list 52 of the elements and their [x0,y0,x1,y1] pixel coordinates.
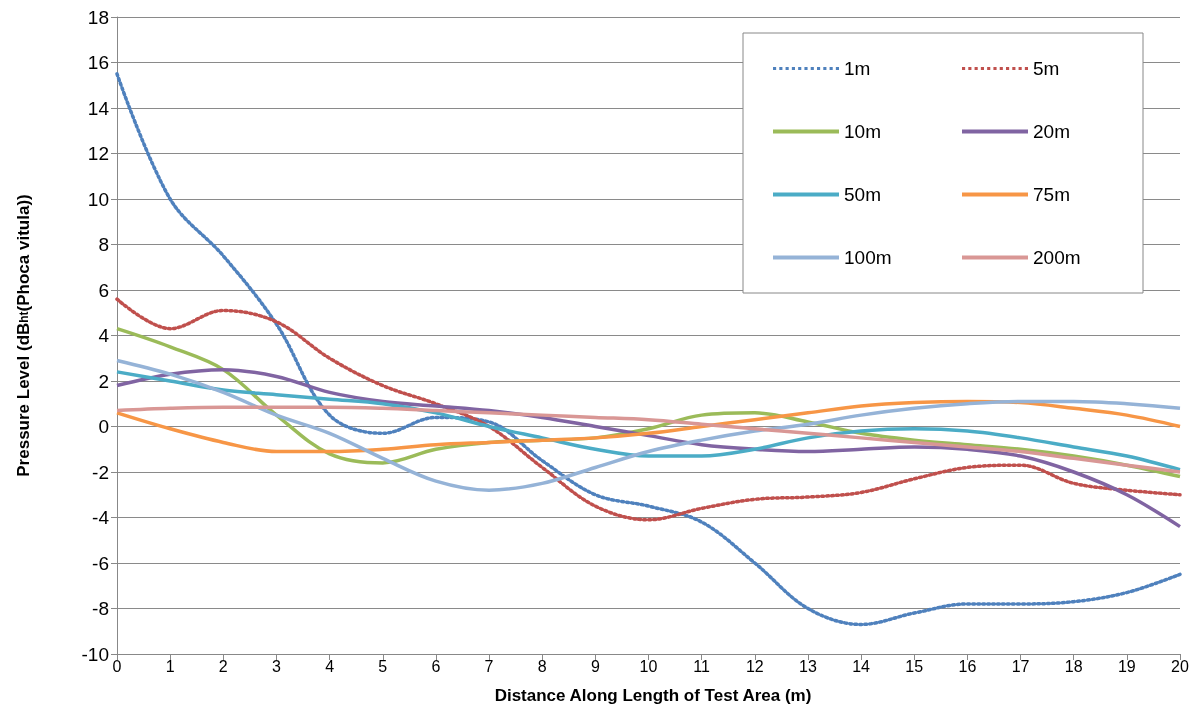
x-tick-label: 15 [905,657,924,675]
legend-label: 200m [1033,247,1081,268]
y-tick-label: -4 [92,507,110,528]
y-tick-label: 16 [87,52,109,73]
legend-label: 1m [844,58,871,79]
x-tick-label: 9 [590,657,600,675]
x-tick-label: 14 [852,657,871,675]
y-tick-label: 8 [98,234,109,255]
x-tick-label: 19 [1117,657,1136,675]
x-tick-label: 12 [745,657,764,675]
x-axis-title: Distance Along Length of Test Area (m) [494,686,812,705]
y-tick-label: 18 [87,6,109,28]
x-tick-label: 20 [1171,657,1189,675]
x-tick-label: 17 [1011,657,1030,675]
x-tick-label: 13 [799,657,817,675]
line-series [115,297,1182,522]
legend-label: 5m [1033,58,1060,79]
legend-label: 50m [844,184,881,205]
x-tick-label: 4 [325,657,335,675]
y-tick-label: 10 [87,188,109,210]
x-tick-label: 3 [272,657,281,675]
legend-label: 75m [1033,184,1070,205]
legend-label: 100m [844,247,892,268]
line-series [115,399,1182,454]
y-tick-label: 12 [87,143,109,164]
y-tick-label: 14 [87,97,110,119]
y-tick-label: 6 [98,279,109,301]
x-tick-label: 5 [378,657,388,675]
y-tick-label: 2 [98,370,109,392]
x-tick-label: 1 [165,657,175,675]
line-series [115,358,1182,492]
x-tick-label: 18 [1064,657,1083,675]
legend-label: 20m [1033,121,1070,142]
legend-label: 10m [844,121,881,142]
x-tick-label: 11 [693,657,711,675]
x-tick-label: 10 [639,657,658,675]
line-series [115,370,1182,472]
x-tick-label: 6 [431,657,441,675]
y-tick-label: -10 [81,643,109,665]
y-tick-label: 0 [98,416,109,437]
y-tick-label: -2 [92,461,109,483]
y-tick-label: -8 [92,598,109,619]
x-tick-label: 7 [484,657,494,675]
y-tick-label: -6 [92,552,109,574]
line-series [115,367,1182,529]
y-tick-label: 4 [98,325,110,346]
y-axis-title: Pressure Level (dBht(Phoca vitula)) [14,194,33,477]
x-tick-label: 0 [112,657,122,675]
x-tick-label: 16 [958,657,977,675]
x-tick-label: 8 [537,657,547,675]
line-series [115,405,1182,474]
x-tick-label: 2 [218,657,228,675]
